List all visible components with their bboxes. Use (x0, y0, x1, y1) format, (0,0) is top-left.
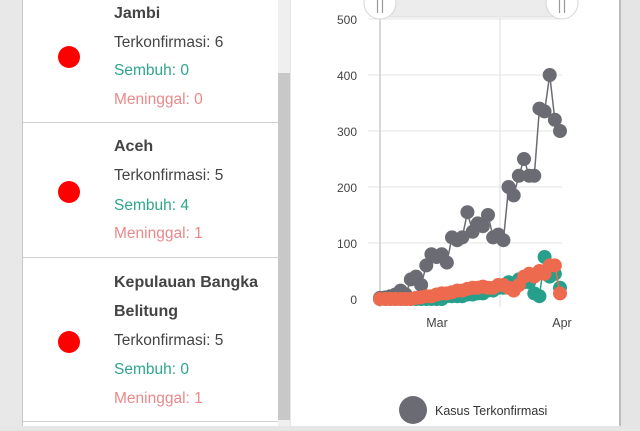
y-tick-label: 0 (350, 293, 357, 307)
data-point[interactable] (506, 188, 521, 203)
data-point[interactable] (455, 230, 470, 245)
data-point[interactable] (537, 104, 552, 119)
confirmed-count: Terkonfirmasi: 6 (114, 34, 224, 51)
recovered-count: Sembuh: 0 (114, 361, 189, 378)
range-slider-handle-icon[interactable] (363, 0, 397, 20)
data-point[interactable] (419, 258, 434, 273)
deaths-count: Meninggal: 1 (114, 225, 203, 242)
chart-card: 0 100 200 300 400 500 Mar Apr Kasus Terkonfirmas… (291, 0, 621, 426)
data-point[interactable] (553, 286, 567, 301)
data-point[interactable] (481, 208, 495, 222)
y-tick-label: 400 (337, 69, 357, 83)
y-tick-label: 500 (337, 13, 357, 27)
range-slider-track[interactable] (379, 0, 563, 18)
data-point[interactable] (439, 255, 454, 270)
province-card-kepulauan-bangka-belitung[interactable]: Kepulauan Bangka Belitung Terkonfirmasi:… (23, 258, 278, 422)
data-point[interactable] (527, 168, 542, 183)
y-tick-label: 100 (337, 237, 357, 251)
recovered-count: Sembuh: 0 (114, 62, 189, 79)
data-point[interactable] (547, 258, 562, 273)
province-name-line2: Belitung (114, 303, 178, 320)
cases-chart: 0 100 200 300 400 500 Mar Apr Kasus Terkonfirmas… (337, 0, 579, 424)
status-dot-icon (58, 331, 80, 353)
deaths-count: Meninggal: 0 (114, 91, 203, 108)
data-point[interactable] (547, 112, 562, 127)
deaths-count: Meninggal: 1 (114, 390, 203, 407)
x-tick-label: Mar (426, 316, 448, 330)
y-tick-label: 200 (337, 181, 357, 195)
right-gutter (621, 0, 640, 426)
x-tick-label: Apr (552, 316, 571, 330)
province-list[interactable]: Jambi Terkonfirmasi: 6 Sembuh: 0 Meningg… (23, 0, 278, 426)
data-point[interactable] (475, 219, 490, 234)
province-name: Jambi (114, 5, 161, 22)
range-slider-handle-icon[interactable] (545, 0, 579, 20)
data-point[interactable] (517, 152, 531, 166)
status-dot-icon (58, 46, 80, 68)
province-card-aceh[interactable]: Aceh Terkonfirmasi: 5 Sembuh: 4 Meningga… (23, 123, 278, 258)
province-card-jambi[interactable]: Jambi Terkonfirmasi: 6 Sembuh: 0 Meningg… (23, 0, 278, 123)
left-gutter (0, 0, 23, 426)
data-point[interactable] (496, 233, 511, 248)
legend-label[interactable]: Kasus Terkonfirmasi (435, 404, 547, 418)
province-name: Aceh (114, 138, 154, 155)
data-point[interactable] (542, 68, 557, 82)
y-tick-label: 300 (337, 125, 357, 139)
data-point[interactable] (532, 289, 547, 304)
data-point[interactable] (414, 278, 429, 292)
confirmed-count: Terkonfirmasi: 5 (114, 332, 224, 349)
confirmed-count: Terkonfirmasi: 5 (114, 167, 224, 184)
data-point[interactable] (460, 205, 475, 220)
status-dot-icon (58, 181, 80, 203)
data-point[interactable] (553, 124, 567, 138)
province-name-line1: Kepulauan Bangka (114, 274, 259, 291)
legend-marker-icon[interactable] (399, 396, 427, 424)
data-point[interactable] (511, 168, 526, 183)
recovered-count: Sembuh: 4 (114, 197, 189, 214)
list-scrollbar-thumb[interactable] (278, 73, 290, 420)
